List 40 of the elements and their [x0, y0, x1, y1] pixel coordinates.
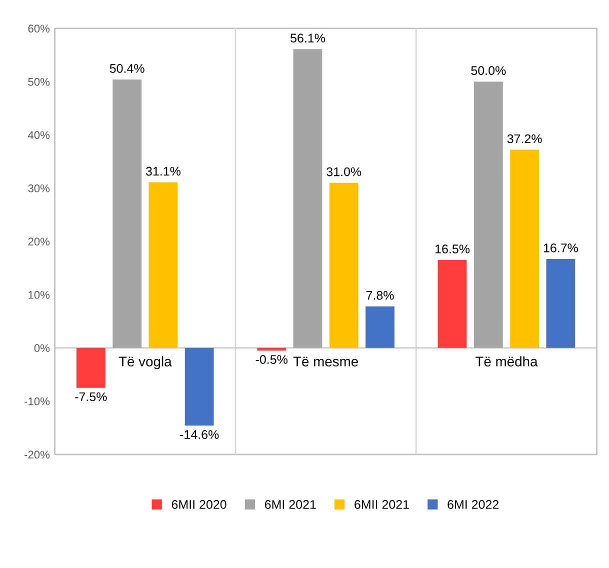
bar: [474, 82, 503, 348]
bar: [438, 260, 467, 348]
y-tick-label: -10%: [24, 397, 50, 406]
data-label: 50.4%: [110, 64, 144, 73]
bar: [510, 150, 540, 348]
bar: [148, 182, 178, 348]
data-label: 56.1%: [290, 34, 326, 43]
bar: [329, 182, 358, 348]
data-label: 31.0%: [326, 167, 362, 176]
data-label: 31.1%: [146, 166, 180, 176]
bar: [293, 49, 322, 348]
data-label: -14.6%: [180, 430, 219, 439]
data-label: -0.5%: [256, 355, 288, 364]
data-label: 16.5%: [436, 244, 470, 254]
legend-label: 6MI 2022: [448, 500, 499, 509]
x-tick-label: Të mesme: [293, 356, 358, 366]
bar: [76, 348, 106, 388]
bar: [112, 80, 142, 348]
y-tick-label: 40%: [28, 131, 50, 140]
y-tick-label: 0%: [34, 344, 50, 352]
data-label: 37.2%: [507, 134, 542, 144]
x-tick-label: Të vogla: [118, 356, 172, 370]
data-label: -7.5%: [75, 392, 107, 402]
legend-label: 6MII 2020: [172, 500, 226, 509]
data-label: 7.8%: [366, 290, 394, 300]
bar: [257, 348, 286, 351]
y-tick-label: 60%: [28, 24, 50, 33]
y-tick-label: 20%: [28, 238, 50, 246]
legend-label: 6MI 2021: [264, 500, 316, 509]
y-tick-label: 50%: [28, 78, 50, 86]
bar: [546, 258, 576, 348]
bar: [366, 306, 394, 348]
y-tick-label: -20%: [24, 450, 50, 459]
data-label: 50.0%: [471, 66, 506, 76]
y-tick-label: 10%: [28, 290, 50, 299]
data-label: 16.7%: [544, 243, 578, 252]
y-tick-label: 30%: [28, 184, 50, 192]
x-tick-label: Të mëdha: [476, 356, 538, 366]
legend-label: 6MII 2021: [354, 500, 409, 509]
bar: [184, 348, 214, 426]
